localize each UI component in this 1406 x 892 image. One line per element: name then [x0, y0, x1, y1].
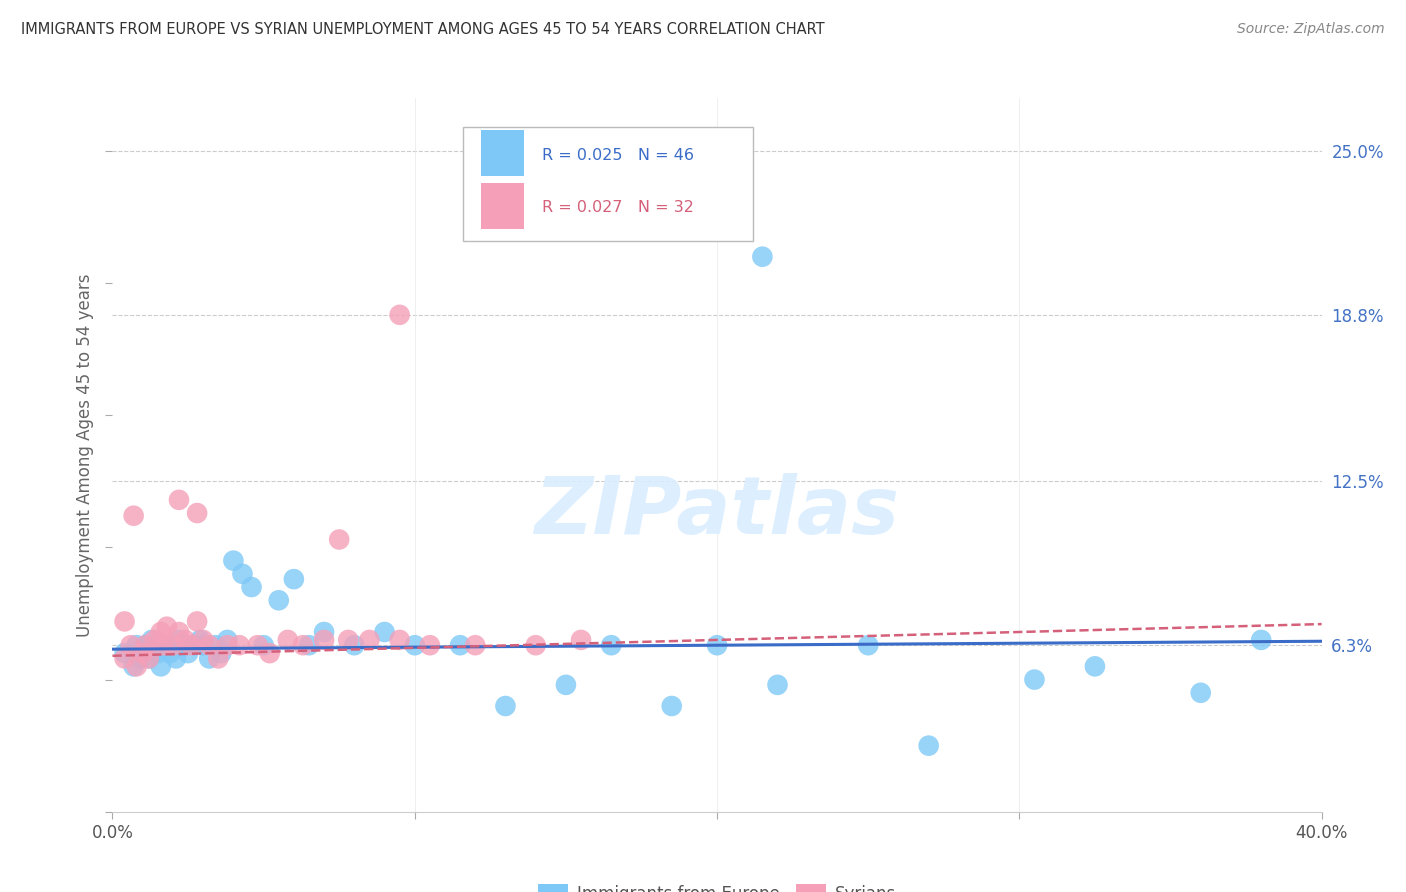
Point [524, 638, 547, 652]
Point [217, 632, 239, 647]
Point [174, 632, 197, 647]
Point [359, 632, 381, 647]
Point [114, 615, 136, 629]
Point [388, 632, 411, 647]
Point [246, 638, 269, 652]
Point [495, 698, 517, 713]
Point [209, 646, 232, 660]
Point [856, 638, 880, 652]
Point [125, 659, 148, 673]
Point [343, 638, 366, 652]
Point [1189, 686, 1212, 700]
Point [167, 632, 190, 647]
Point [918, 739, 941, 753]
Y-axis label: Unemployment Among Ages 45 to 54 years: Unemployment Among Ages 45 to 54 years [76, 273, 94, 637]
Point [188, 632, 211, 647]
Point [291, 638, 314, 652]
Point [222, 554, 245, 568]
Point [231, 566, 253, 581]
Point [141, 632, 163, 647]
Point [464, 638, 486, 652]
Point [125, 638, 148, 652]
Point [165, 651, 187, 665]
Text: R = 0.025   N = 46: R = 0.025 N = 46 [541, 147, 693, 162]
Point [554, 678, 576, 692]
Point [120, 638, 142, 652]
Point [114, 651, 136, 665]
Point [138, 651, 160, 665]
Point [183, 638, 205, 652]
Point [180, 638, 202, 652]
Bar [481, 130, 523, 177]
Point [149, 659, 172, 673]
Point [186, 506, 208, 520]
FancyBboxPatch shape [463, 127, 754, 241]
Point [191, 638, 214, 652]
Point [253, 638, 276, 652]
Point [283, 572, 305, 586]
Point [170, 638, 193, 652]
Point [149, 625, 172, 640]
Point [337, 632, 360, 647]
Point [600, 638, 623, 652]
Point [259, 646, 281, 660]
Point [766, 678, 789, 692]
Point [167, 492, 190, 507]
Point [135, 638, 157, 652]
Point [240, 580, 263, 594]
Point [1250, 632, 1272, 647]
Point [298, 638, 321, 652]
Point [143, 632, 166, 647]
Bar [481, 183, 523, 229]
Point [177, 646, 200, 660]
Point [159, 646, 181, 660]
Point [122, 508, 145, 523]
Point [328, 533, 350, 547]
Point [217, 638, 239, 652]
Point [314, 632, 336, 647]
Point [162, 638, 184, 652]
Point [167, 625, 190, 640]
Point [277, 632, 299, 647]
Point [388, 308, 411, 322]
Point [122, 659, 145, 673]
Point [138, 651, 160, 665]
Text: IMMIGRANTS FROM EUROPE VS SYRIAN UNEMPLOYMENT AMONG AGES 45 TO 54 YEARS CORRELAT: IMMIGRANTS FROM EUROPE VS SYRIAN UNEMPLO… [21, 22, 825, 37]
Point [198, 651, 221, 665]
Legend: Immigrants from Europe, Syrians: Immigrants from Europe, Syrians [531, 877, 903, 892]
Point [661, 698, 683, 713]
Text: Source: ZipAtlas.com: Source: ZipAtlas.com [1237, 22, 1385, 37]
Point [314, 625, 336, 640]
Point [204, 638, 226, 652]
Point [419, 638, 441, 652]
Point [128, 651, 150, 665]
Point [132, 646, 155, 660]
Point [267, 593, 290, 607]
Text: R = 0.027   N = 32: R = 0.027 N = 32 [541, 200, 693, 215]
Point [706, 638, 728, 652]
Point [404, 638, 426, 652]
Point [198, 638, 221, 652]
Point [191, 632, 214, 647]
Point [1084, 659, 1107, 673]
Point [207, 651, 229, 665]
Point [156, 638, 179, 652]
Point [228, 638, 250, 652]
Point [156, 620, 179, 634]
Point [146, 646, 169, 660]
Point [186, 615, 208, 629]
Point [751, 250, 773, 264]
Point [374, 625, 396, 640]
Point [569, 632, 592, 647]
Point [135, 638, 157, 652]
Point [449, 638, 471, 652]
Point [1024, 673, 1046, 687]
Point [153, 638, 176, 652]
Point [114, 646, 136, 660]
Text: ZIPatlas: ZIPatlas [534, 473, 900, 551]
